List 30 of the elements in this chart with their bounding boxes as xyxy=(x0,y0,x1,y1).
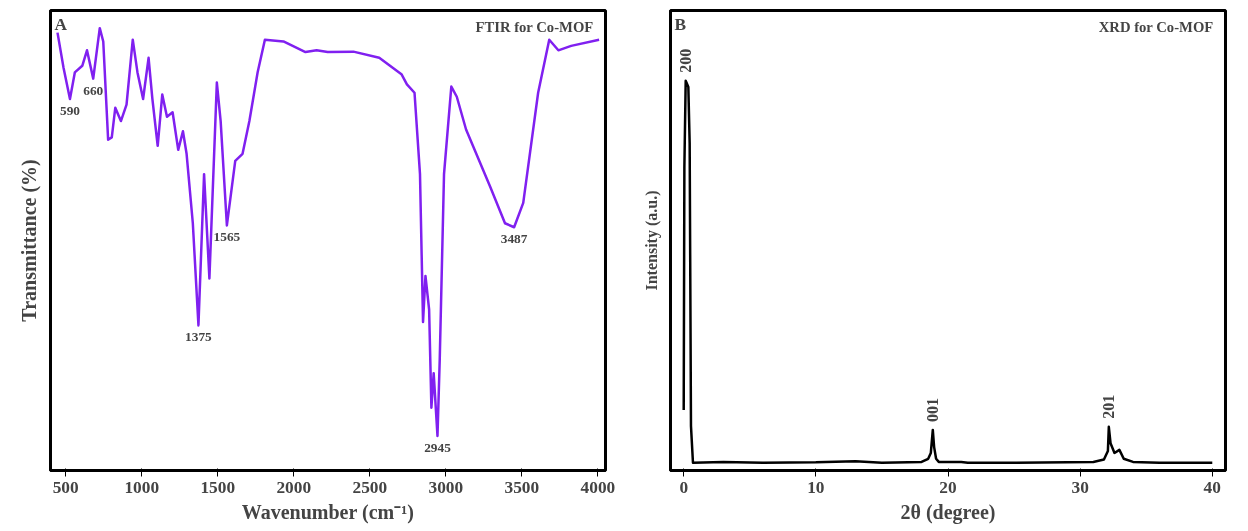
x-tick-label: 4000 xyxy=(580,477,616,497)
annotation: 3487 xyxy=(500,231,528,247)
y-axis-title: Transmittance (%) xyxy=(17,159,41,322)
x-tick-label: 2500 xyxy=(352,477,388,497)
x-tick-label: 0 xyxy=(679,477,689,497)
x-tick-label: 10 xyxy=(807,477,825,497)
x-tick-label: 1000 xyxy=(124,477,160,497)
text: B xyxy=(674,14,687,34)
x-tick-label: 30 xyxy=(1071,477,1089,497)
annotation: 200 xyxy=(677,48,695,73)
annotation: A xyxy=(54,14,68,34)
chart-title: FTIR for Co-MOF xyxy=(475,18,594,35)
x-tick-label: 20 xyxy=(939,477,957,497)
annotation: 590 xyxy=(59,102,81,118)
x-tick-label: 2000 xyxy=(276,477,312,497)
annotation: 201 xyxy=(1100,394,1118,419)
annotation: 2945 xyxy=(424,440,452,455)
annotation: 1375 xyxy=(185,329,213,345)
x-axis-title: Wavenumber (cm⁻¹) xyxy=(241,500,414,524)
annotation: 660 xyxy=(83,82,104,98)
x-tick-label: 1500 xyxy=(200,477,236,497)
chart-title: XRD for Co-MOF xyxy=(1098,18,1214,35)
y-axis-title: Intensity (a.u.) xyxy=(642,190,661,291)
annotation: 001 xyxy=(924,397,942,422)
x-tick-label: 3000 xyxy=(428,477,464,497)
x-tick-label: 500 xyxy=(52,477,79,497)
x-tick-label: 3500 xyxy=(504,477,540,497)
annotation: 1565 xyxy=(213,229,241,245)
x-tick-label: 40 xyxy=(1203,477,1221,497)
x-axis-title: 2θ (degree) xyxy=(900,500,996,524)
